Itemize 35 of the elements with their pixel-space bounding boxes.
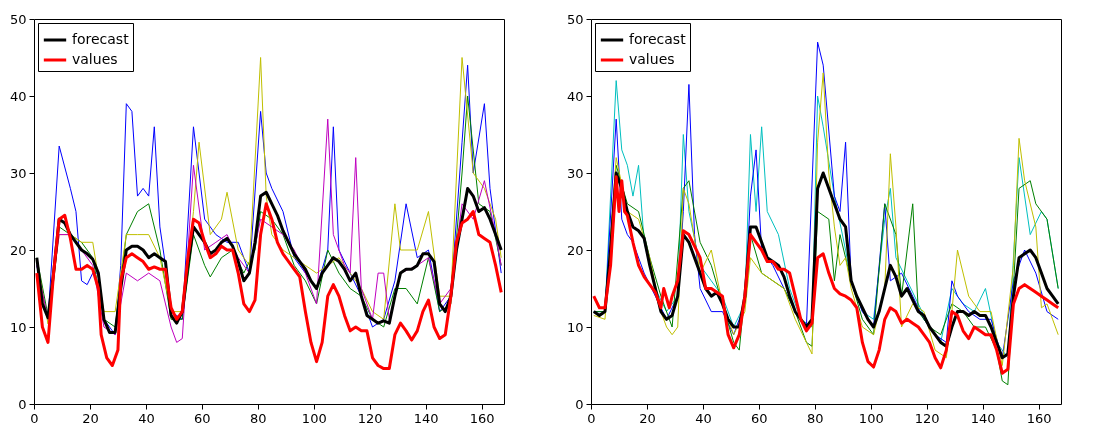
x-tick-label: 100 xyxy=(301,410,327,425)
x-tick-label: 0 xyxy=(587,410,596,425)
x-tick-label: 0 xyxy=(30,410,39,425)
x-tick-label: 60 xyxy=(194,410,211,425)
x-tick-label: 40 xyxy=(138,410,155,425)
y-tick-label: 30 xyxy=(566,165,584,181)
legend-label: values xyxy=(72,51,118,67)
x-tick-label: 20 xyxy=(639,410,656,425)
x-tick-label: 80 xyxy=(807,410,824,425)
y-tick-label: 40 xyxy=(9,88,27,104)
y-tick-label: 10 xyxy=(566,319,584,335)
x-tick-label: 140 xyxy=(413,410,439,425)
x-tick-label: 140 xyxy=(970,410,996,425)
y-tick-label: 0 xyxy=(575,396,584,412)
legend-label: forecast xyxy=(629,31,687,47)
x-tick-label: 120 xyxy=(914,410,940,425)
y-tick-label: 50 xyxy=(566,11,584,27)
y-tick-label: 50 xyxy=(9,11,27,27)
x-tick-label: 40 xyxy=(695,410,712,425)
x-tick-label: 160 xyxy=(469,410,495,425)
y-tick-label: 10 xyxy=(9,319,27,335)
y-tick-label: 20 xyxy=(566,242,584,258)
y-tick-label: 0 xyxy=(18,396,27,412)
legend-label: forecast xyxy=(72,31,130,47)
x-tick-label: 60 xyxy=(751,410,768,425)
line-series xyxy=(35,202,503,371)
x-tick-label: 20 xyxy=(82,410,99,425)
y-tick-label: 30 xyxy=(9,165,27,181)
y-tick-label: 20 xyxy=(9,242,27,258)
x-tick-label: 120 xyxy=(357,410,383,425)
x-tick-label: 160 xyxy=(1026,410,1052,425)
x-tick-label: 100 xyxy=(858,410,884,425)
x-tick-label: 80 xyxy=(250,410,267,425)
legend-label: values xyxy=(629,51,675,67)
y-tick-label: 40 xyxy=(566,88,584,104)
